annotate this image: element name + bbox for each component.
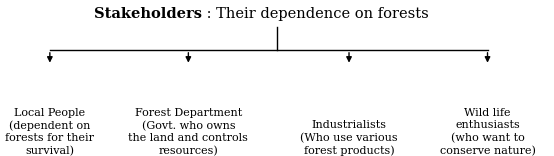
Text: Industrialists
(Who use various
forest products): Industrialists (Who use various forest p…	[300, 120, 398, 156]
Text: Stakeholders: Stakeholders	[94, 7, 202, 21]
Text: : Their dependence on forests: : Their dependence on forests	[202, 7, 429, 21]
Text: Local People
(dependent on
forests for their
survival): Local People (dependent on forests for t…	[6, 108, 94, 156]
Text: Wild life
enthusiasts
(who want to
conserve nature): Wild life enthusiasts (who want to conse…	[439, 108, 536, 156]
Text: Forest Department
(Govt. who owns
the land and controls
resources): Forest Department (Govt. who owns the la…	[129, 108, 248, 156]
